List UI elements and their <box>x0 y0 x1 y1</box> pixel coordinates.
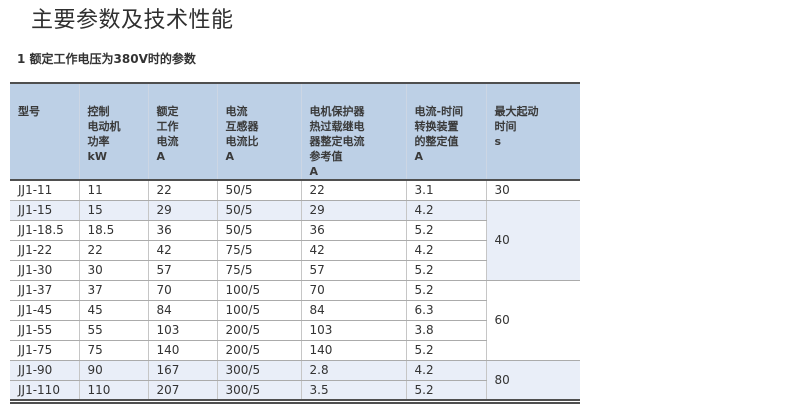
column-header-protector-ref-a: 电机保护器 热过载继电 器整定电流 参考值 A <box>301 83 407 181</box>
cell-time-device-set-a: 5.2 <box>406 260 487 281</box>
cell-power-kw: 11 <box>79 180 149 201</box>
cell-model: JJ1-45 <box>10 300 80 321</box>
cell-protector-ref-a: 103 <box>301 320 407 341</box>
cell-protector-ref-a: 57 <box>301 260 407 281</box>
cell-power-kw: 22 <box>79 240 149 261</box>
cell-protector-ref-a: 22 <box>301 180 407 201</box>
cell-protector-ref-a: 140 <box>301 340 407 361</box>
cell-protector-ref-a: 84 <box>301 300 407 321</box>
cell-ct-ratio: 75/5 <box>217 260 302 281</box>
cell-time-device-set-a: 3.8 <box>406 320 487 341</box>
cell-max-start-time: 60 <box>486 280 580 361</box>
column-header-power-kw: 控制 电动机 功率 kW <box>79 83 149 181</box>
cell-time-device-set-a: 6.3 <box>406 300 487 321</box>
cell-rated-current-a: 207 <box>148 380 218 401</box>
cell-power-kw: 37 <box>79 280 149 301</box>
table-bottom-rule <box>10 402 580 404</box>
table-row: JJ1-37 37 70 100/5 70 5.2 60 <box>10 280 580 361</box>
cell-power-kw: 15 <box>79 200 149 221</box>
cell-rated-current-a: 84 <box>148 300 218 321</box>
table-body: JJ1-11 11 22 50/5 22 3.1 30 JJ1-15 15 29 50/5 29 4.2… <box>10 180 580 401</box>
column-header-model: 型号 <box>10 83 80 181</box>
table-row: JJ1-22 22 42 75/5 42 4.2 <box>10 240 580 261</box>
cell-rated-current-a: 167 <box>148 360 218 381</box>
cell-ct-ratio: 75/5 <box>217 240 302 261</box>
cell-rated-current-a: 140 <box>148 340 218 361</box>
cell-protector-ref-a: 3.5 <box>301 380 407 401</box>
cell-model: JJ1-37 <box>10 280 80 301</box>
cell-model: JJ1-22 <box>10 240 80 261</box>
spec-table: 型号 控制 电动机 功率 kW 额定 工作 电流 A 电流 互感器 电流比 A 电机保护… <box>10 82 580 401</box>
cell-max-start-time: 80 <box>486 360 580 401</box>
cell-ct-ratio: 100/5 <box>217 300 302 321</box>
cell-time-device-set-a: 5.2 <box>406 280 487 301</box>
cell-protector-ref-a: 2.8 <box>301 360 407 381</box>
table-row: JJ1-75 75 140 200/5 140 5.2 <box>10 340 580 361</box>
table-row: JJ1-45 45 84 100/5 84 6.3 <box>10 300 580 321</box>
table-row: JJ1-30 30 57 75/5 57 5.2 <box>10 260 580 281</box>
cell-protector-ref-a: 29 <box>301 200 407 221</box>
cell-model: JJ1-30 <box>10 260 80 281</box>
cell-time-device-set-a: 4.2 <box>406 200 487 221</box>
cell-model: JJ1-55 <box>10 320 80 341</box>
cell-protector-ref-a: 36 <box>301 220 407 241</box>
spec-table-wrap: 型号 控制 电动机 功率 kW 额定 工作 电流 A 电流 互感器 电流比 A 电机保护… <box>10 82 580 404</box>
cell-time-device-set-a: 5.2 <box>406 340 487 361</box>
cell-rated-current-a: 57 <box>148 260 218 281</box>
cell-ct-ratio: 50/5 <box>217 200 302 221</box>
cell-power-kw: 90 <box>79 360 149 381</box>
cell-model: JJ1-15 <box>10 200 80 221</box>
table-row: JJ1-55 55 103 200/5 103 3.8 <box>10 320 580 341</box>
cell-rated-current-a: 42 <box>148 240 218 261</box>
cell-max-start-time: 40 <box>486 200 580 281</box>
cell-power-kw: 55 <box>79 320 149 341</box>
cell-time-device-set-a: 4.2 <box>406 240 487 261</box>
cell-power-kw: 75 <box>79 340 149 361</box>
page-title: 主要参数及技术性能 <box>31 8 234 33</box>
table-row: JJ1-18.5 18.5 36 50/5 36 5.2 <box>10 220 580 241</box>
cell-time-device-set-a: 5.2 <box>406 380 487 401</box>
column-header-ct-ratio: 电流 互感器 电流比 A <box>217 83 302 181</box>
cell-ct-ratio: 200/5 <box>217 340 302 361</box>
cell-power-kw: 30 <box>79 260 149 281</box>
cell-ct-ratio: 300/5 <box>217 360 302 381</box>
table-row: JJ1-90 90 167 300/5 2.8 4.2 80 <box>10 360 580 401</box>
table-row: JJ1-110 110 207 300/5 3.5 5.2 <box>10 380 580 401</box>
cell-model: JJ1-90 <box>10 360 80 381</box>
column-header-max-start-time-s: 最大起动 时间 s <box>486 83 580 181</box>
cell-rated-current-a: 36 <box>148 220 218 241</box>
column-header-rated-current-a: 额定 工作 电流 A <box>148 83 218 181</box>
cell-rated-current-a: 103 <box>148 320 218 341</box>
section-subtitle: 1 额定工作电压为380V时的参数 <box>17 52 196 66</box>
cell-power-kw: 110 <box>79 380 149 401</box>
column-header-time-device-set-a: 电流-时间 转换装置 的整定值 A <box>406 83 487 181</box>
cell-model: JJ1-11 <box>10 180 80 201</box>
cell-model: JJ1-110 <box>10 380 80 401</box>
table-row: JJ1-15 15 29 50/5 29 4.2 40 <box>10 200 580 281</box>
cell-time-device-set-a: 5.2 <box>406 220 487 241</box>
cell-model: JJ1-75 <box>10 340 80 361</box>
cell-ct-ratio: 300/5 <box>217 380 302 401</box>
cell-time-device-set-a: 4.2 <box>406 360 487 381</box>
header-row: 型号 控制 电动机 功率 kW 额定 工作 电流 A 电流 互感器 电流比 A 电机保护… <box>10 83 580 181</box>
cell-protector-ref-a: 70 <box>301 280 407 301</box>
cell-power-kw: 45 <box>79 300 149 321</box>
table-row: JJ1-11 11 22 50/5 22 3.1 30 <box>10 180 580 201</box>
cell-rated-current-a: 29 <box>148 200 218 221</box>
cell-max-start-time: 30 <box>486 180 580 201</box>
cell-rated-current-a: 22 <box>148 180 218 201</box>
cell-ct-ratio: 100/5 <box>217 280 302 301</box>
cell-ct-ratio: 50/5 <box>217 180 302 201</box>
cell-ct-ratio: 200/5 <box>217 320 302 341</box>
cell-time-device-set-a: 3.1 <box>406 180 487 201</box>
cell-power-kw: 18.5 <box>79 220 149 241</box>
cell-ct-ratio: 50/5 <box>217 220 302 241</box>
cell-protector-ref-a: 42 <box>301 240 407 261</box>
cell-model: JJ1-18.5 <box>10 220 80 241</box>
cell-rated-current-a: 70 <box>148 280 218 301</box>
table-header: 型号 控制 电动机 功率 kW 额定 工作 电流 A 电流 互感器 电流比 A 电机保护… <box>10 83 580 181</box>
page: 主要参数及技术性能 1 额定工作电压为380V时的参数 型号 控制 电动机 功率 … <box>0 6 790 416</box>
